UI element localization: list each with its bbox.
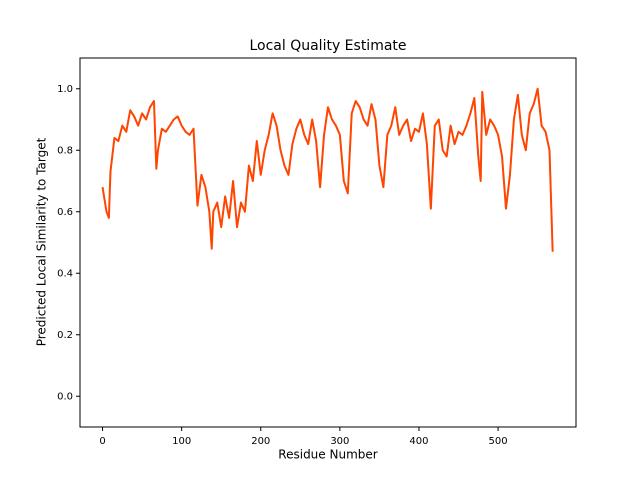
x-tick-label: 400 — [409, 436, 428, 447]
y-tick-label: 0.8 — [57, 145, 73, 156]
x-axis-label: Residue Number — [278, 448, 377, 462]
x-tick-label: 100 — [172, 436, 191, 447]
x-tick-label: 0 — [99, 436, 105, 447]
x-tick-label: 300 — [330, 436, 349, 447]
y-tick-label: 0.4 — [57, 268, 73, 279]
plot-frame — [79, 57, 577, 428]
y-tick-label: 0.0 — [57, 391, 73, 402]
x-tick-label: 200 — [251, 436, 270, 447]
y-tick-label: 0.2 — [57, 330, 73, 341]
y-axis-label: Predicted Local Similarity to Target — [35, 137, 49, 346]
y-tick-label: 0.6 — [57, 207, 73, 218]
x-tick-label: 500 — [489, 436, 508, 447]
chart-title: Local Quality Estimate — [249, 38, 406, 54]
y-tick-label: 1.0 — [57, 84, 73, 95]
data-line — [101, 87, 554, 252]
